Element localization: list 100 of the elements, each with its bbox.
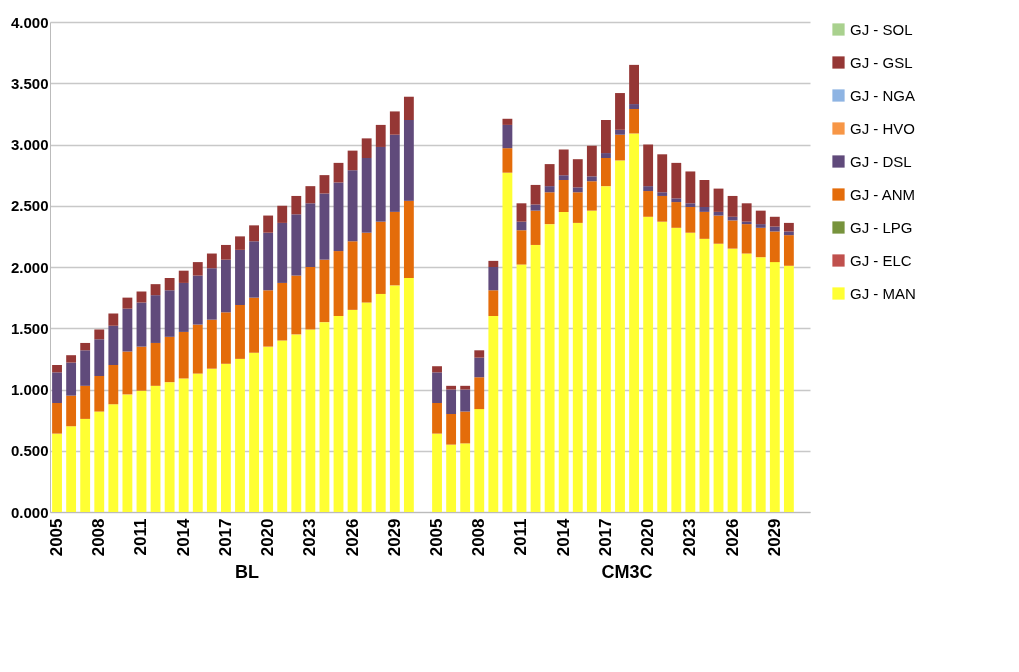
bar [586,181,597,211]
bar [446,444,457,512]
bar [80,385,91,419]
bar [685,203,696,207]
bar [741,203,752,222]
bar [769,231,780,263]
x-tick-label: 2020 [638,518,658,557]
bar [530,244,541,512]
bar [375,124,386,147]
bar [66,395,77,427]
bar [94,339,105,377]
bar [699,180,710,207]
bar [319,259,330,323]
bar [572,187,583,193]
x-tick-label: 2005 [47,518,67,557]
legend-label: GJ - DSL [850,152,912,170]
bar [671,227,682,512]
bar [136,346,147,391]
bar [713,243,724,512]
bar [136,390,147,512]
bar [643,186,654,192]
bar [361,232,372,303]
bar [389,211,400,286]
bar [783,231,794,236]
bar [52,372,62,403]
x-tick-label: 2005 [427,518,447,557]
bar [586,210,597,512]
bar [741,224,752,254]
bar [530,204,541,211]
bar [136,291,147,303]
bar [319,175,330,194]
bar [263,346,274,512]
legend-label: GJ - NGA [850,86,916,104]
bar [178,378,189,512]
x-tick-label: 2014 [173,517,193,557]
bar [544,164,555,187]
x-tick-label: 2023 [680,518,700,557]
bar [474,377,485,410]
bar [643,191,654,217]
bar [601,120,611,154]
bar [488,260,499,267]
y-tick-label: 3.000 [10,136,49,153]
bar [755,227,766,258]
bar [305,267,316,330]
bar [432,402,442,434]
bar [178,331,189,379]
bar [249,297,259,353]
bar [502,148,513,173]
bar [671,202,682,228]
bar [502,118,513,125]
bar [52,402,62,434]
bar [291,214,302,276]
bar [277,222,288,283]
y-tick-label: 2.000 [10,258,49,276]
bar [643,144,654,187]
bar [403,120,414,201]
bar [643,216,654,512]
bar [657,195,668,222]
bar [235,304,245,359]
bar [601,153,611,158]
x-tick-label: 2008 [89,518,109,557]
bar [249,241,259,298]
bar [221,244,231,260]
bar [615,93,625,130]
bar [319,193,330,260]
bar [291,275,302,335]
bar [558,175,569,181]
bar [755,210,766,225]
bar [488,267,499,291]
bar [389,111,400,135]
bar [192,324,203,374]
bar [206,319,217,369]
bar [249,352,259,512]
bar [727,195,738,217]
x-tick-label: 2026 [342,518,362,557]
bar [291,195,302,215]
bar [94,329,105,340]
x-tick-label: 2029 [764,518,784,557]
bar [629,64,639,105]
bar [319,322,330,512]
bar [432,433,442,512]
bar [136,302,147,347]
bar [657,154,668,193]
x-tick-label: 2011 [131,518,151,556]
bar [629,104,639,109]
bar [755,224,766,228]
bar [192,275,203,325]
bar [601,186,611,512]
bar [164,336,175,383]
bar [432,372,442,403]
bar [769,262,780,512]
bar [305,186,316,204]
bar [178,270,189,283]
bar [150,342,161,386]
bar [601,157,611,187]
bar [66,426,77,512]
legend-label: GJ - ELC [850,251,912,269]
bar [586,145,597,177]
bar [460,389,471,412]
bar [347,309,358,512]
